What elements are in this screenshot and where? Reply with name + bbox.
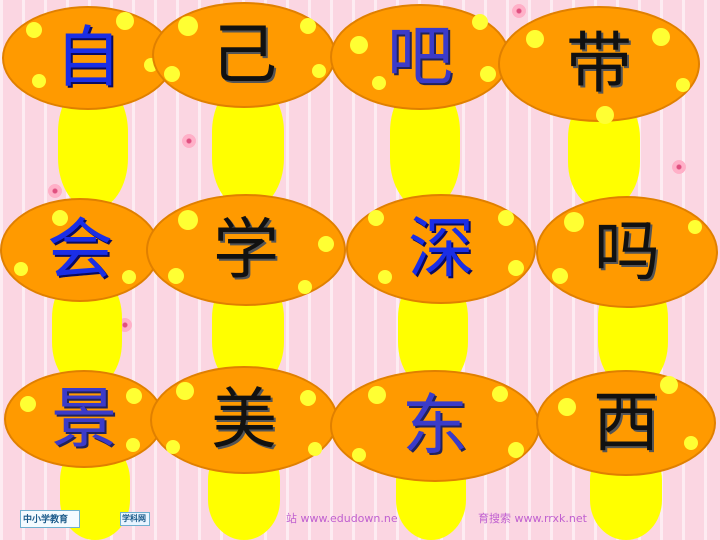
cap-dot [168,268,184,284]
cap-dot [688,220,702,234]
mushroom-cap-7[interactable]: 深 [346,194,536,304]
mushroom-cap-3[interactable]: 吧 [330,4,510,110]
character-label: 东 [402,387,468,464]
cap-dot [558,398,576,416]
flower-decoration [182,134,196,148]
cap-dot [312,64,326,78]
mushroom-cap-8[interactable]: 吗 [536,196,718,308]
watermark-url-2: 育搜索 www.rrxk.net [478,512,587,525]
flower-decoration [512,4,526,18]
cap-dot [20,396,36,412]
cap-dot [122,270,136,284]
cap-dot [166,440,180,454]
cap-dot [660,376,678,394]
cap-dot [564,212,584,232]
cap-dot [126,438,140,452]
cap-dot [652,28,670,46]
flower-decoration [48,184,62,198]
site-logo-text: 中小学教育 [23,515,69,525]
cap-dot [300,390,316,406]
cap-dot [472,14,488,30]
flower-decoration [672,160,686,174]
cap-dot [52,210,68,226]
cap-dot [368,386,386,404]
character-label: 学 [213,211,279,288]
site-logo-secondary-text: 学科网 [122,514,146,523]
character-label: 自 [55,19,121,96]
cap-dot [32,74,46,88]
cap-dot [508,442,524,458]
cap-dot [350,36,368,54]
cap-dot [508,260,524,276]
cap-dot [596,106,614,124]
cap-dot [480,66,496,82]
cap-dot [368,210,384,226]
cap-dot [498,210,514,226]
mushroom-cap-5[interactable]: 会 [0,198,160,302]
character-label: 深 [408,210,474,287]
cap-dot [352,448,366,462]
character-label: 会 [47,211,113,288]
cap-dot [178,210,198,230]
cap-dot [318,236,334,252]
mushroom-cap-1[interactable]: 自 [2,6,174,110]
cap-dot [300,18,316,34]
site-logo-secondary: 学科网 [120,512,150,526]
character-label: 西 [593,384,659,461]
cap-dot [676,78,690,92]
cap-dot [116,12,134,30]
cap-dot [526,30,544,48]
cap-dot [14,262,28,276]
cap-dot [372,76,386,90]
mushroom-cap-10[interactable]: 美 [150,366,338,474]
cap-dot [178,16,198,36]
character-label: 己 [211,16,277,93]
mushroom-cap-11[interactable]: 东 [330,370,540,482]
cap-dot [308,442,322,456]
cap-dot [26,22,42,38]
character-label: 带 [566,25,632,102]
mushroom-cap-4[interactable]: 带 [498,6,700,124]
cap-dot [552,268,568,284]
cap-dot [378,270,392,284]
cap-dot [492,386,508,402]
mushroom-cap-6[interactable]: 学 [146,194,346,306]
character-label: 美 [211,381,277,458]
site-logo: 中小学教育 [20,510,80,528]
character-label: 吗 [594,213,660,290]
cap-dot [298,280,312,294]
mushroom-cap-12[interactable]: 西 [536,370,716,476]
character-label: 吧 [387,18,453,95]
footer-watermark: 中小学教育 学科网 站 www.edudown.ne 育搜索 www.rrxk.… [0,506,720,530]
mushroom-cap-2[interactable]: 己 [152,2,336,108]
cap-dot [176,382,194,400]
cap-dot [684,436,698,450]
cap-dot [164,66,180,82]
watermark-url-1: 站 www.edudown.ne [286,512,398,525]
character-label: 景 [51,380,117,457]
cap-dot [126,388,142,404]
mushroom-cap-9[interactable]: 景 [4,370,164,468]
